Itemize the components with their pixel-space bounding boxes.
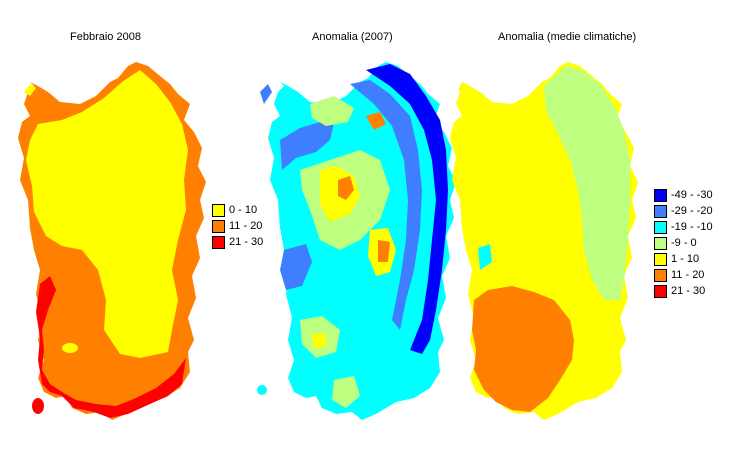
legend-item: -29 - -20: [654, 203, 713, 219]
legend-item: 11 - 20: [654, 267, 713, 283]
legend-item: 21 - 30: [654, 283, 713, 299]
legend-item: -49 - -30: [654, 187, 713, 203]
map-anomalia-2007: [257, 62, 456, 420]
legend-label: 11 - 20: [229, 220, 263, 232]
legend-item: -9 - 0: [654, 235, 713, 251]
legend-label: 11 - 20: [671, 269, 705, 281]
map-febbraio-2008: [18, 62, 206, 420]
legend-swatch: [654, 236, 667, 250]
legend-swatch: [654, 220, 667, 234]
legend-label: -29 - -20: [671, 205, 713, 217]
legend-label: -19 - -10: [671, 221, 713, 233]
legend-label: 21 - 30: [229, 236, 264, 248]
legend-swatch: [654, 284, 667, 298]
legend-label: -9 - 0: [671, 237, 697, 249]
legend-swatch: [654, 204, 667, 218]
map-anomalia-medie: [450, 62, 638, 420]
map-title-anomalia-medie: Anomalia (medie climatiche): [498, 31, 637, 43]
map-title-febbraio: Febbraio 2008: [70, 31, 141, 43]
legend-swatch: [654, 188, 667, 202]
legend-item: 11 - 20: [212, 218, 263, 234]
legend-swatch: [212, 203, 225, 217]
legend-item: 1 - 10: [654, 251, 713, 267]
legend-label: -49 - -30: [671, 189, 713, 201]
legend-label: 0 - 10: [229, 204, 258, 216]
legend-label: 1 - 10: [671, 253, 700, 265]
legend-swatch: [654, 252, 667, 266]
map-title-anomalia-2007: Anomalia (2007): [312, 31, 393, 43]
legend-swatch: [212, 235, 225, 249]
legend-label: 21 - 30: [671, 285, 706, 297]
legend-item: -19 - -10: [654, 219, 713, 235]
legend-item: 21 - 30: [212, 234, 263, 250]
legend-anomalia: -49 - -30 -29 - -20 -19 - -10 -9 - 0 1 -…: [654, 187, 713, 299]
legend-swatch: [212, 219, 225, 233]
legend-swatch: [654, 268, 667, 282]
legend-item: 0 - 10: [212, 202, 263, 218]
legend-febbraio: 0 - 10 11 - 20 21 - 30: [212, 202, 263, 250]
